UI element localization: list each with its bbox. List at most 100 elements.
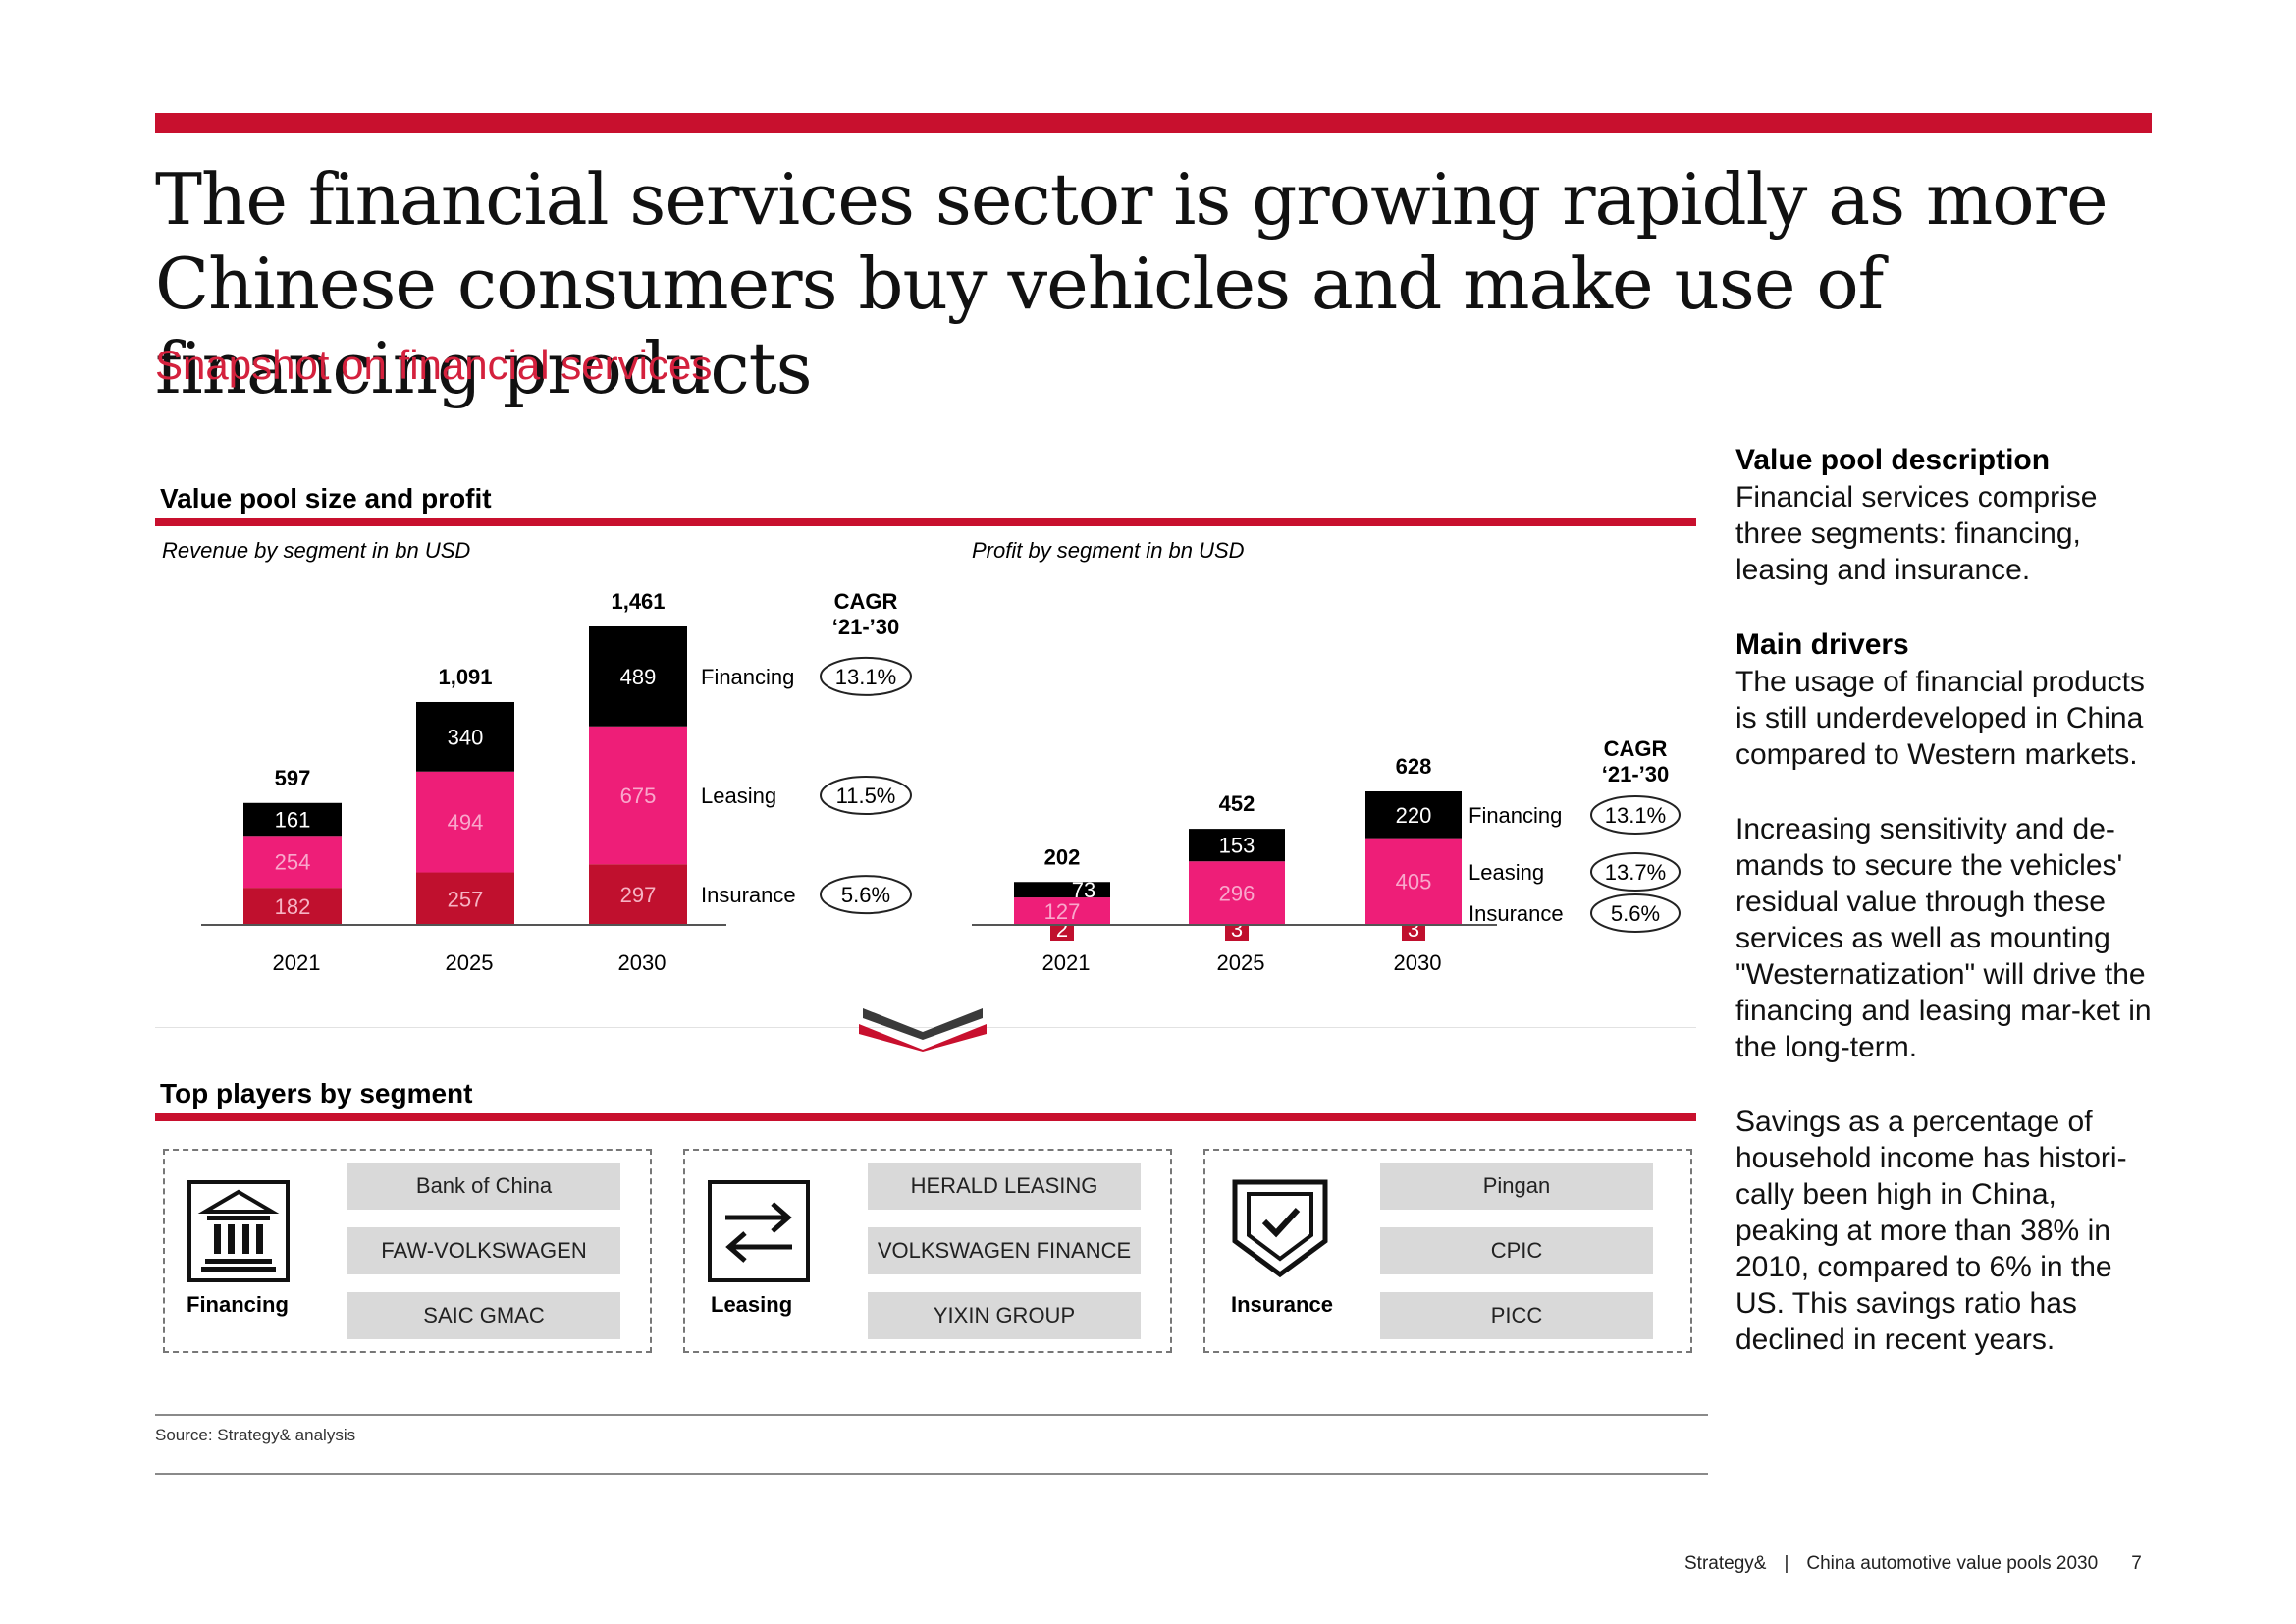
profit-value-financing-2030: 220 (1396, 803, 1432, 828)
profit-cagr-leasing: 13.7% (1605, 860, 1666, 885)
revenue-value-leasing-2025: 494 (448, 810, 484, 835)
revenue-tick-2030: 2030 (618, 950, 667, 975)
revenue-cagr-period: ‘21-’30 (832, 615, 900, 639)
main-driver-3: Savings as a percentage of household inc… (1735, 1106, 2127, 1356)
exchange-arrows-icon (708, 1180, 810, 1282)
revenue-cagr-financing: 13.1% (835, 665, 896, 689)
profit-bar-financing-2025 (1189, 829, 1285, 862)
profit-chart-caption: Profit by segment in bn USD (972, 538, 1245, 563)
page-number: 7 (2131, 1553, 2142, 1574)
profit-legend-insurance: Insurance (1468, 901, 1564, 926)
revenue-bar-financing-2025 (416, 701, 514, 772)
value-pool-description-heading: Value pool description (1735, 444, 2051, 476)
revenue-bar-financing-2021 (243, 802, 342, 837)
segment-label-financing: Financing (187, 1292, 289, 1317)
revenue-value-leasing-2021: 254 (275, 850, 311, 875)
main-driver-2: Increasing sensitivity and de-mands to s… (1735, 813, 2152, 1063)
players-rule (155, 1113, 1696, 1121)
shield-check-icon (1232, 1179, 1328, 1278)
revenue-value-leasing-2030: 675 (620, 784, 657, 808)
revenue-bar-insurance-2025 (416, 872, 514, 925)
profit-bar-financing-2030 (1365, 791, 1462, 839)
revenue-bar-insurance-2021 (243, 888, 342, 925)
profit-value-financing-2025: 153 (1219, 834, 1255, 858)
profit-cagr-title: CAGR (1604, 736, 1668, 761)
value-pool-description-text: Financial services comprise three segmen… (1735, 481, 2098, 586)
profit-value-leasing-2030: 405 (1396, 869, 1432, 893)
profit-total-2030: 628 (1396, 754, 1432, 779)
profit-cagr-oval-leasing (1590, 852, 1681, 892)
profit-bar-leasing-2021 (1014, 897, 1110, 925)
value-pool-rule (155, 518, 1696, 526)
revenue-legend-financing: Financing (701, 665, 794, 689)
profit-bar-financing-2021 (1014, 882, 1110, 898)
top-accent-rule (155, 113, 2152, 133)
players-heading: Top players by segment (160, 1078, 473, 1109)
profit-cagr-oval-financing (1590, 795, 1681, 835)
revenue-legend-insurance: Insurance (701, 883, 796, 907)
revenue-legend-leasing: Leasing (701, 784, 776, 808)
profit-value-leasing-2021: 127 (1044, 899, 1081, 924)
revenue-cagr-oval-leasing (820, 775, 912, 815)
profit-tick-2030: 2030 (1394, 950, 1442, 975)
player-pingan: Pingan (1380, 1163, 1653, 1210)
profit-legend-leasing: Leasing (1468, 860, 1544, 885)
revenue-cagr-oval-insurance (820, 875, 912, 915)
profit-bar-leasing-2030 (1365, 838, 1462, 925)
revenue-total-2021: 597 (275, 766, 311, 790)
profit-cagr-period: ‘21-’30 (1602, 762, 1670, 786)
profit-value-leasing-2025: 296 (1219, 881, 1255, 905)
profit-bar-leasing-2025 (1189, 861, 1285, 925)
players-box-insurance: Insurance Pingan CPIC PICC (1203, 1149, 1692, 1353)
player-herald-leasing: HERALD LEASING (868, 1163, 1141, 1210)
revenue-tick-2025: 2025 (446, 950, 494, 975)
revenue-bar-leasing-2025 (416, 771, 514, 873)
player-bank-of-china: Bank of China (347, 1163, 620, 1210)
revenue-cagr-title: CAGR (834, 589, 898, 614)
source-note: Source: Strategy& analysis (155, 1426, 356, 1444)
page-subtitle: Snapshot on financial services (155, 342, 713, 388)
footer: Strategy& | China automotive value pools… (1684, 1553, 2142, 1575)
profit-total-2025: 452 (1219, 791, 1255, 816)
revenue-bar-insurance-2030 (589, 864, 687, 925)
value-pool-heading: Value pool size and profit (160, 483, 492, 514)
revenue-value-financing-2021: 161 (275, 808, 311, 833)
revenue-value-insurance-2025: 257 (448, 887, 484, 911)
revenue-cagr-oval-financing (820, 656, 912, 696)
profit-cagr-insurance: 5.6% (1611, 901, 1660, 926)
revenue-bar-leasing-2021 (243, 836, 342, 889)
value-pool-charts: 182 254 161 597 2021 257 494 340 1,091 2025 297 675… (201, 589, 1681, 975)
player-volkswagen-finance: VOLKSWAGEN FINANCE (868, 1227, 1141, 1274)
profit-cagr-oval-insurance (1590, 893, 1681, 933)
profit-total-2021: 202 (1044, 844, 1081, 869)
profit-legend-financing: Financing (1468, 803, 1562, 828)
revenue-cagr-leasing: 11.5% (836, 784, 896, 808)
profit-cagr-financing: 13.1% (1605, 803, 1666, 828)
revenue-tick-2021: 2021 (273, 950, 321, 975)
player-saic-gmac: SAIC GMAC (347, 1292, 620, 1339)
revenue-value-financing-2025: 340 (448, 725, 484, 749)
player-cpic: CPIC (1380, 1227, 1653, 1274)
revenue-bar-leasing-2030 (589, 726, 687, 865)
profit-tick-2025: 2025 (1217, 950, 1265, 975)
revenue-total-2030: 1,461 (611, 589, 665, 614)
revenue-bar-financing-2030 (589, 626, 687, 727)
players-box-leasing: Leasing HERALD LEASING VOLKSWAGEN FINANC… (683, 1149, 1172, 1353)
player-picc: PICC (1380, 1292, 1653, 1339)
source-top-rule (155, 1414, 1708, 1416)
revenue-total-2025: 1,091 (438, 665, 492, 689)
page-title: The financial services sector is growing… (155, 158, 2109, 409)
player-faw-volkswagen: FAW-VOLKSWAGEN (347, 1227, 620, 1274)
revenue-cagr-insurance: 5.6% (841, 883, 890, 907)
revenue-value-financing-2030: 489 (620, 665, 657, 689)
profit-value-financing-2021: 73 (1072, 878, 1095, 902)
segment-label-leasing: Leasing (711, 1292, 793, 1317)
footer-publication: China automotive value pools 2030 (1806, 1553, 2099, 1574)
segment-label-insurance: Insurance (1231, 1292, 1333, 1317)
footer-brand: Strategy& (1684, 1553, 1767, 1574)
main-driver-1: The usage of financial products is still… (1735, 666, 2145, 771)
chevron-down-icon (859, 1008, 987, 1052)
bank-icon (187, 1180, 290, 1282)
player-yixin-group: YIXIN GROUP (868, 1292, 1141, 1339)
section-divider (155, 1027, 1696, 1028)
